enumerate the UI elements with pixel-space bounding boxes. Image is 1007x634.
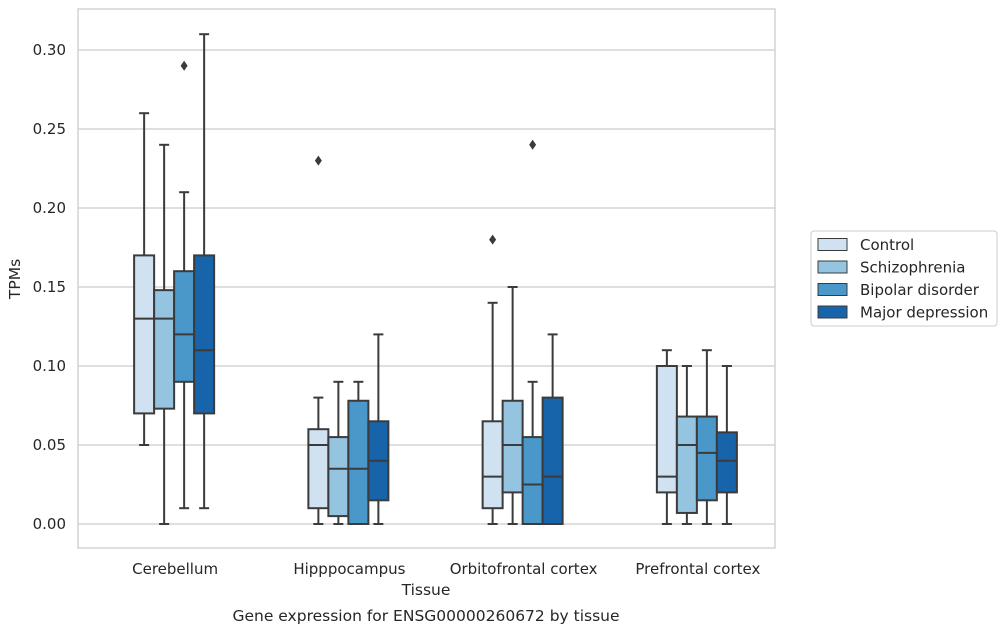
legend-label: Bipolar disorder (860, 281, 980, 299)
legend-swatch (817, 283, 848, 296)
y-tick-label: 0.10 (33, 357, 66, 375)
box-body (715, 431, 738, 494)
box-body (193, 254, 216, 415)
box-group (307, 155, 390, 526)
x-tick-label: Prefrontal cortex (635, 560, 760, 578)
box-body (307, 428, 330, 510)
legend-label: Control (860, 236, 914, 254)
outlier-point (180, 60, 188, 71)
box-body (521, 436, 544, 526)
legend-label: Schizophrenia (860, 259, 965, 277)
y-tick-label: 0.15 (33, 278, 66, 296)
legend-label: Major depression (860, 304, 988, 322)
box (347, 380, 370, 526)
y-tick-label: 0.30 (33, 41, 66, 59)
x-tick-labels: Cerebellum Hipppocampus Orbitofrontal cort… (132, 560, 760, 578)
legend: Control Schizophrenia Bipolar disorder Majo… (810, 230, 998, 327)
box-body (541, 396, 564, 526)
y-tick-label: 0.20 (33, 199, 66, 217)
box (675, 365, 698, 525)
box (655, 349, 678, 525)
box-body (501, 399, 524, 494)
x-tick-label: Orbitofrontal cortex (450, 560, 598, 578)
box-body (153, 289, 176, 410)
y-tick-label: 0.25 (33, 120, 66, 138)
legend-swatch (817, 238, 848, 251)
box (153, 143, 176, 525)
box-body (133, 254, 156, 415)
legend-frame (810, 230, 998, 327)
outlier-point (489, 234, 497, 245)
box-body (327, 436, 350, 518)
y-tick-label: 0.05 (33, 436, 66, 454)
box-group (133, 33, 216, 525)
box-body (173, 270, 196, 383)
y-tick-label: 0.00 (33, 515, 66, 533)
box (367, 333, 390, 525)
box-body (675, 415, 698, 514)
box-body (347, 399, 370, 526)
legend-swatch (817, 260, 848, 274)
x-tick-label: Cerebellum (132, 560, 218, 578)
y-axis-label: TPMs (6, 259, 24, 300)
legend-swatch (817, 305, 848, 319)
box (193, 33, 216, 510)
box-group (481, 139, 564, 526)
x-tick-label: Hipppocampus (293, 560, 405, 578)
box (541, 333, 564, 526)
box-group (655, 349, 738, 525)
box (481, 234, 504, 525)
box-body (481, 420, 504, 510)
chart-title: Gene expression for ENSG00000260672 by t… (232, 607, 619, 625)
x-axis-label: Tissue (401, 581, 451, 599)
box-body (695, 415, 718, 502)
outlier-point (529, 139, 537, 150)
box (715, 365, 738, 525)
box-body (655, 365, 678, 494)
outlier-point (314, 155, 322, 166)
box (521, 139, 544, 526)
y-tick-labels: 0.00 0.05 0.10 0.15 0.20 0.25 0.30 (33, 41, 66, 533)
box-groups (133, 33, 738, 526)
